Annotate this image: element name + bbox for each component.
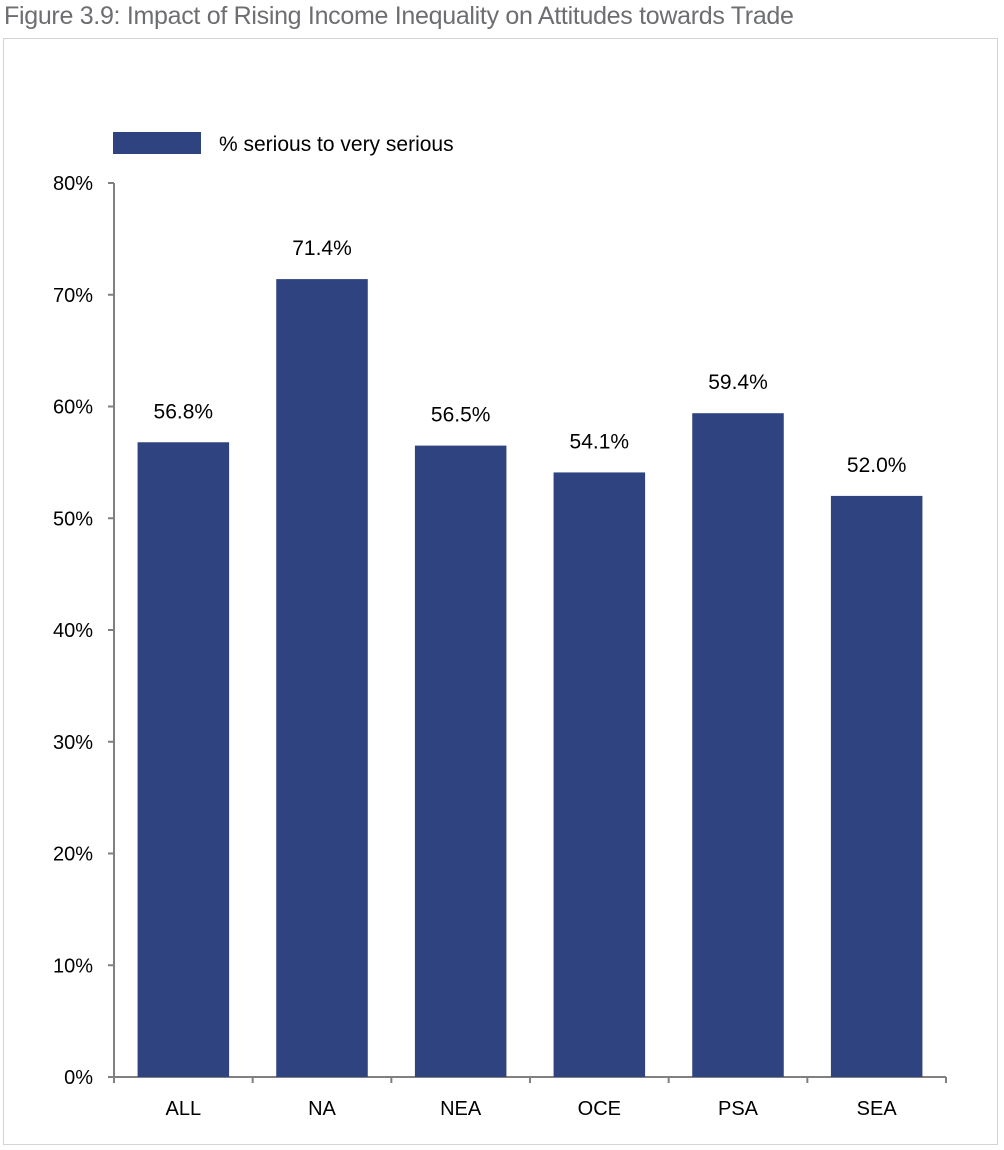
figure-title: Figure 3.9: Impact of Rising Income Ineq… (4, 2, 794, 30)
y-tick-label: 20% (53, 844, 93, 866)
y-tick-label: 30% (53, 732, 93, 754)
legend-swatch (113, 132, 201, 154)
x-tick-label-sea: SEA (857, 1098, 898, 1120)
bar-oce (553, 472, 646, 1077)
data-labels: 56.8% 71.4% 56.5% 54.1% 59.4% 52.0% (154, 237, 907, 477)
bar-nea (414, 445, 507, 1077)
bar-na (276, 279, 368, 1078)
y-tick-label: 60% (53, 397, 93, 419)
data-label-all: 56.8% (154, 400, 214, 423)
legend: % serious to very serious (113, 132, 454, 156)
y-axis: 0% 10% 20% 30% 40% 50% 60% 70% 80% (53, 173, 115, 1089)
x-tick-label-all: ALL (166, 1098, 202, 1120)
data-label-na: 71.4% (292, 237, 352, 260)
x-tick-label-psa: PSA (718, 1098, 759, 1120)
x-tick-label-oce: OCE (578, 1098, 621, 1120)
bar-psa (692, 413, 784, 1078)
data-label-sea: 52.0% (847, 454, 907, 477)
bar-all (137, 442, 230, 1077)
data-label-oce: 54.1% (570, 430, 630, 453)
y-tick-label: 10% (53, 955, 93, 977)
x-axis: ALL NA NEA OCE PSA SEA (113, 1076, 947, 1120)
y-tick-label: 70% (53, 285, 93, 307)
data-label-nea: 56.5% (431, 404, 491, 427)
chart-frame (3, 38, 998, 1145)
y-tick-label: 40% (53, 620, 93, 642)
y-tick-label: 0% (64, 1067, 93, 1089)
legend-label: % serious to very serious (219, 133, 454, 156)
y-tick-label: 50% (53, 508, 93, 530)
data-label-psa: 59.4% (708, 371, 768, 394)
y-tick-label: 80% (53, 173, 93, 195)
x-tick-label-nea: NEA (440, 1098, 482, 1120)
bars (137, 279, 923, 1078)
x-tick-label-na: NA (308, 1098, 336, 1120)
bar-sea (830, 495, 923, 1077)
